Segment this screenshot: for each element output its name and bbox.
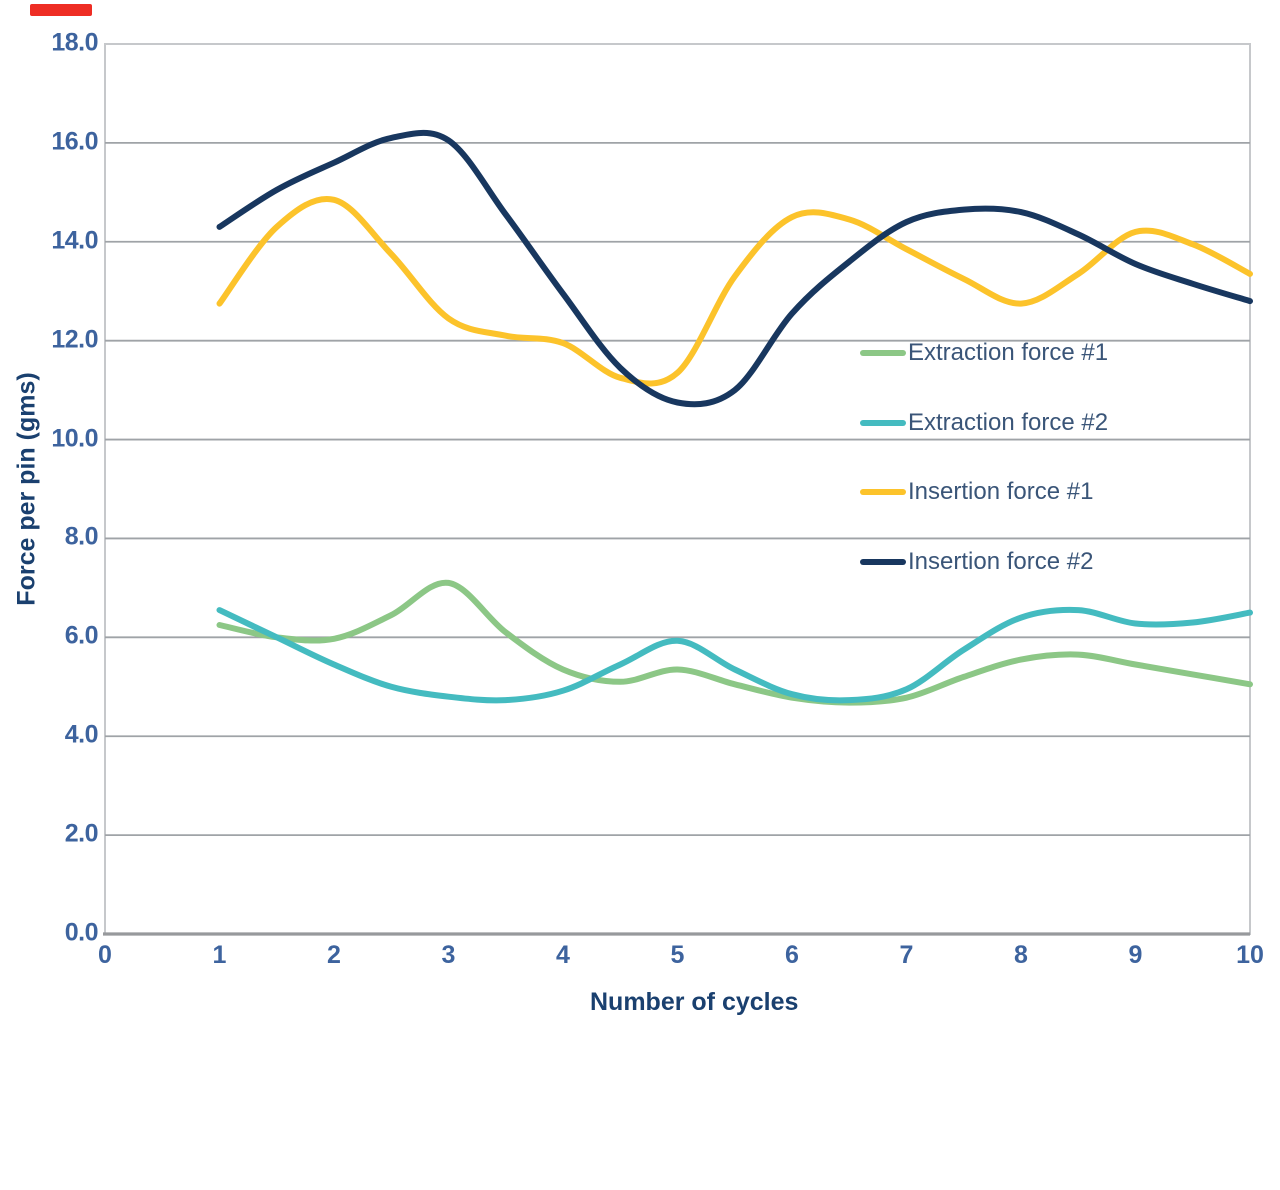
y-tick-label: 16.0 [51, 127, 98, 156]
legend-swatch-insertion-force-1 [860, 489, 906, 496]
y-tick-label: 0.0 [64, 918, 99, 947]
x-tick-label: 5 [670, 941, 685, 969]
x-tick-label: 10 [1236, 941, 1264, 969]
x-tick-label: 4 [556, 941, 570, 969]
x-tick-label: 0 [98, 941, 112, 969]
y-tick-label: 10.0 [51, 423, 98, 452]
y-tick-label: 12.0 [51, 324, 98, 353]
x-tick-label: 8 [1014, 941, 1028, 969]
y-axis-title: Force per pin (gms) [12, 372, 41, 606]
x-axis-title: Number of cycles [590, 988, 799, 1016]
x-tick-label: 2 [327, 941, 341, 969]
y-tick-label: 6.0 [64, 621, 99, 650]
legend-label: Insertion force #2 [908, 548, 1094, 576]
series-line-insertion-force-2 [216, 129, 1253, 408]
x-tick-label: 7 [899, 941, 914, 969]
y-tick-label: 14.0 [51, 226, 98, 255]
legend-label: Extraction force #1 [908, 339, 1109, 366]
x-tick-label: 6 [785, 941, 799, 969]
x-tick-label: 3 [441, 941, 456, 969]
red-marker [30, 4, 92, 16]
y-tick-label: 4.0 [64, 720, 99, 749]
y-tick-label: 18.0 [51, 28, 98, 57]
legend-item-extraction-force-2: Extraction force #2 [860, 408, 1108, 438]
legend-item-extraction-force-1: Extraction force #1 [860, 338, 1108, 368]
legend-item-insertion-force-1: Insertion force #1 [860, 477, 1093, 507]
x-tick-label: 9 [1128, 941, 1143, 969]
series-line-insertion-force-1 [216, 195, 1253, 387]
y-tick-label: 2.0 [64, 819, 99, 848]
series-line-extraction-force-1 [216, 579, 1253, 706]
x-tick-label: 1 [212, 941, 227, 969]
legend-swatch-extraction-force-1 [860, 350, 906, 356]
legend-label: Extraction force #2 [908, 408, 1109, 436]
y-tick-label: 8.0 [64, 522, 99, 551]
legend-label: Insertion force #1 [908, 478, 1094, 506]
legend-item-insertion-force-2: Insertion force #2 [860, 547, 1093, 577]
legend-swatch-insertion-force-2 [860, 559, 906, 566]
legend-swatch-extraction-force-2 [860, 419, 906, 426]
series-line-extraction-force-2 [216, 606, 1253, 704]
